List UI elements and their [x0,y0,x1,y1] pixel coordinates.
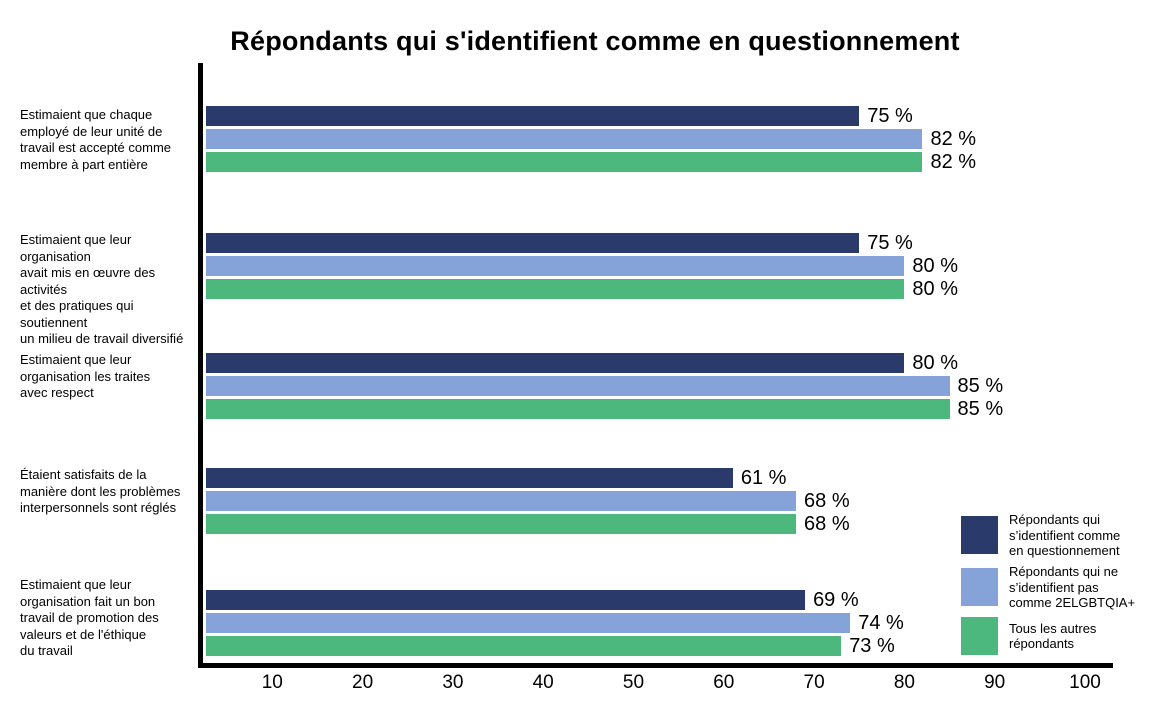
x-tick-label: 80 [893,672,915,693]
bar-value-label: 80 % [912,278,958,300]
bar [206,152,923,172]
bar-value-label: 85 % [957,398,1004,420]
bar [206,106,860,126]
x-tick-label: 60 [713,672,735,693]
bar [206,613,851,633]
category-label: Estimaient que leur organisation avait m… [20,232,184,346]
bar [206,590,806,610]
bar-value-label: 80 % [912,255,958,277]
x-tick-label: 50 [622,672,645,693]
bar [206,129,923,149]
x-tick-label: 10 [261,672,283,693]
bar-value-label: 74 % [858,612,904,634]
legend-swatch-tous-autres [961,617,998,655]
legend-swatch-non-2elgbtqia [961,568,998,607]
bar-value-label: 80 % [912,352,958,374]
x-tick-label: 100 [1069,672,1101,693]
category-label: Étaient satisfaits de la manière dont le… [20,467,181,515]
bar [206,399,950,419]
legend-item: Répondants qui s’identifient comme en qu… [961,512,1120,559]
bar [206,468,733,488]
bar-value-label: 69 % [813,589,859,611]
category-label: Estimaient que leur organisation les tra… [20,352,151,400]
y-axis-line [198,63,203,668]
bar-value-label: 75 % [867,105,913,127]
x-tick-label: 40 [532,672,554,693]
bar [206,256,905,276]
x-tick-label: 70 [803,672,825,693]
bar-value-label: 82 % [930,128,977,150]
bar-value-label: 85 % [957,375,1004,397]
bar [206,233,860,253]
legend-label: Répondants qui s’identifient comme en qu… [1009,512,1121,558]
legend-label: Répondants qui ne s’identifient pas comm… [1009,564,1136,610]
x-tick-label: 90 [984,672,1006,693]
bar [206,636,842,656]
x-tick-label: 20 [352,672,374,693]
x-axis-line [198,663,1113,668]
category-label: Estimaient que leur organisation fait un… [20,577,159,658]
category-label: Estimaient que chaque employé de leur un… [20,107,172,172]
bar [206,491,797,511]
legend-swatch-questionnement [961,516,998,555]
bar [206,353,905,373]
bar-value-label: 61 % [740,467,787,489]
bar-value-label: 68 % [804,513,850,535]
legend-item: Tous les autres répondants [961,617,1096,655]
bar-value-label: 73 % [849,635,895,657]
bar [206,514,797,534]
bar-value-label: 75 % [867,232,913,254]
x-tick-label: 30 [442,672,464,693]
bar-value-label: 82 % [930,151,977,173]
legend-item: Répondants qui ne s’identifient pas comm… [961,564,1135,611]
bar-value-label: 68 % [804,490,850,512]
bar [206,376,950,396]
bar [206,279,905,299]
chart-title: Répondants qui s'identifient comme en qu… [230,26,960,56]
legend-label: Tous les autres répondants [1009,620,1097,652]
